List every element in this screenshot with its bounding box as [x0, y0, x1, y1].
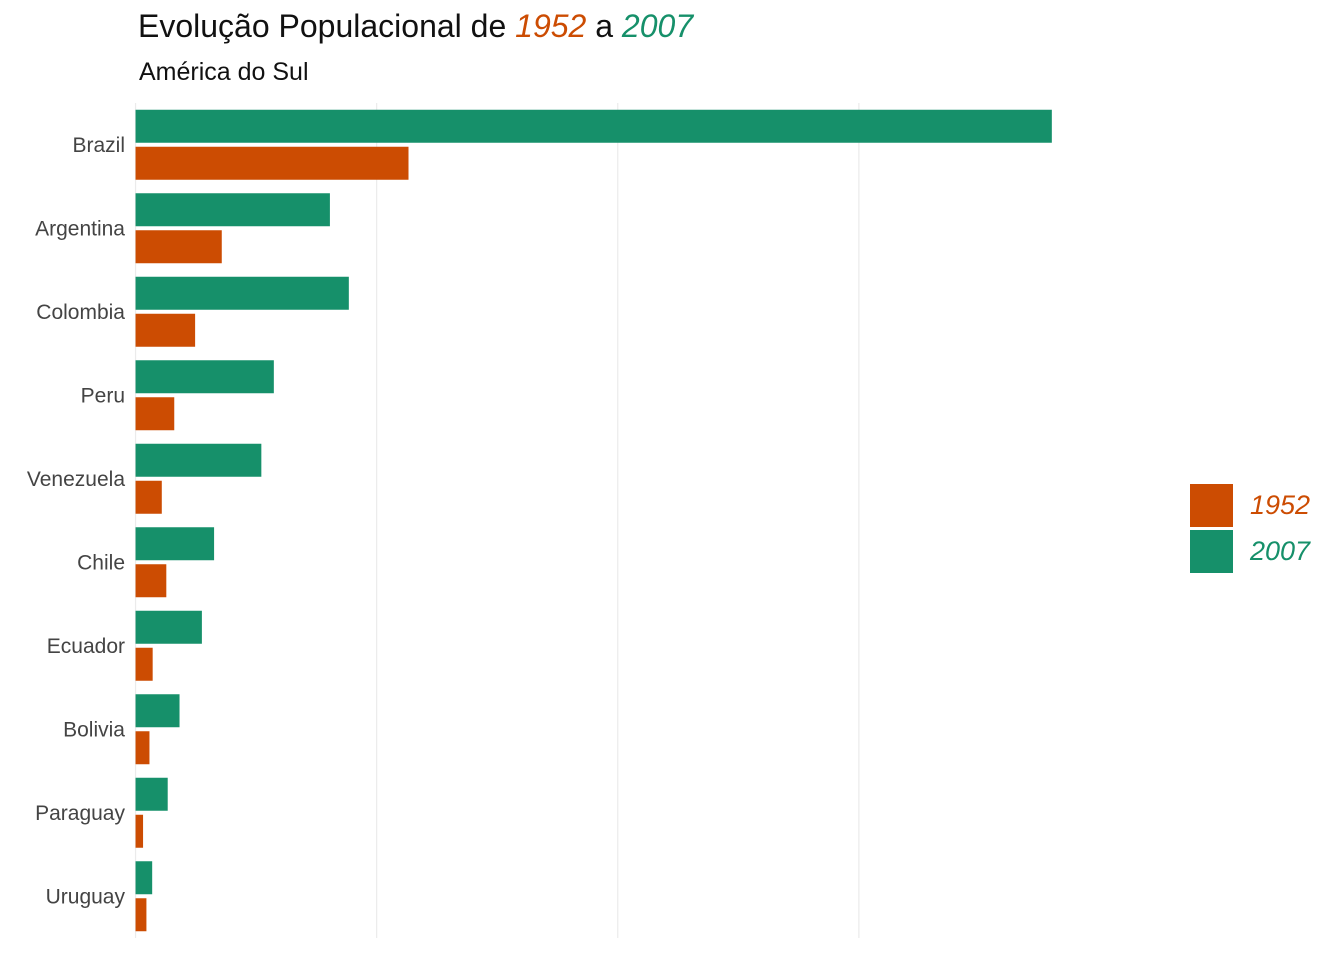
bar-argentina-2007: [135, 193, 330, 227]
category-label-ecuador: Ecuador: [47, 635, 125, 658]
bar-paraguay-2007: [135, 777, 168, 811]
category-label-chile: Chile: [77, 551, 125, 574]
bar-brazil-2007: [135, 109, 1052, 143]
bar-argentina-1952: [135, 230, 222, 264]
legend-item-1952: 1952: [1190, 483, 1310, 527]
category-label-brazil: Brazil: [72, 134, 125, 157]
title-prefix: Evolução Populacional de: [138, 8, 516, 44]
title-middle: a: [586, 8, 622, 44]
title-year-1952: 1952: [515, 8, 587, 44]
category-label-paraguay: Paraguay: [35, 802, 125, 825]
category-label-argentina: Argentina: [35, 217, 125, 240]
chart-subtitle: América do Sul: [139, 58, 309, 86]
bar-paraguay-1952: [135, 814, 144, 848]
chart-title: Evolução Populacional de 1952 a 2007: [138, 8, 693, 45]
legend-swatch-1952: [1190, 483, 1233, 527]
bar-ecuador-1952: [135, 647, 153, 681]
bar-venezuela-2007: [135, 443, 262, 477]
bar-colombia-2007: [135, 276, 349, 310]
category-label-bolivia: Bolivia: [63, 718, 125, 741]
legend-item-2007: 2007: [1190, 529, 1310, 573]
bar-chile-2007: [135, 527, 215, 561]
legend-label-2007: 2007: [1250, 535, 1311, 566]
bar-bolivia-1952: [135, 731, 150, 765]
bar-bolivia-2007: [135, 694, 180, 728]
category-label-venezuela: Venezuela: [27, 468, 125, 491]
legend: 1952 2007: [1190, 483, 1310, 575]
bar-uruguay-2007: [135, 861, 153, 895]
category-label-uruguay: Uruguay: [46, 885, 126, 908]
bar-uruguay-1952: [135, 898, 147, 932]
bar-colombia-1952: [135, 313, 196, 347]
bar-chile-1952: [135, 564, 167, 598]
bar-venezuela-1952: [135, 480, 162, 514]
legend-swatch-2007: [1190, 529, 1233, 573]
bar-brazil-1952: [135, 146, 409, 180]
legend-label-1952: 1952: [1250, 489, 1311, 520]
title-year-2007: 2007: [621, 8, 694, 44]
category-label-peru: Peru: [81, 384, 125, 407]
bar-peru-1952: [135, 397, 175, 431]
bar-ecuador-2007: [135, 610, 202, 644]
category-label-colombia: Colombia: [36, 301, 125, 324]
bar-peru-2007: [135, 360, 274, 394]
